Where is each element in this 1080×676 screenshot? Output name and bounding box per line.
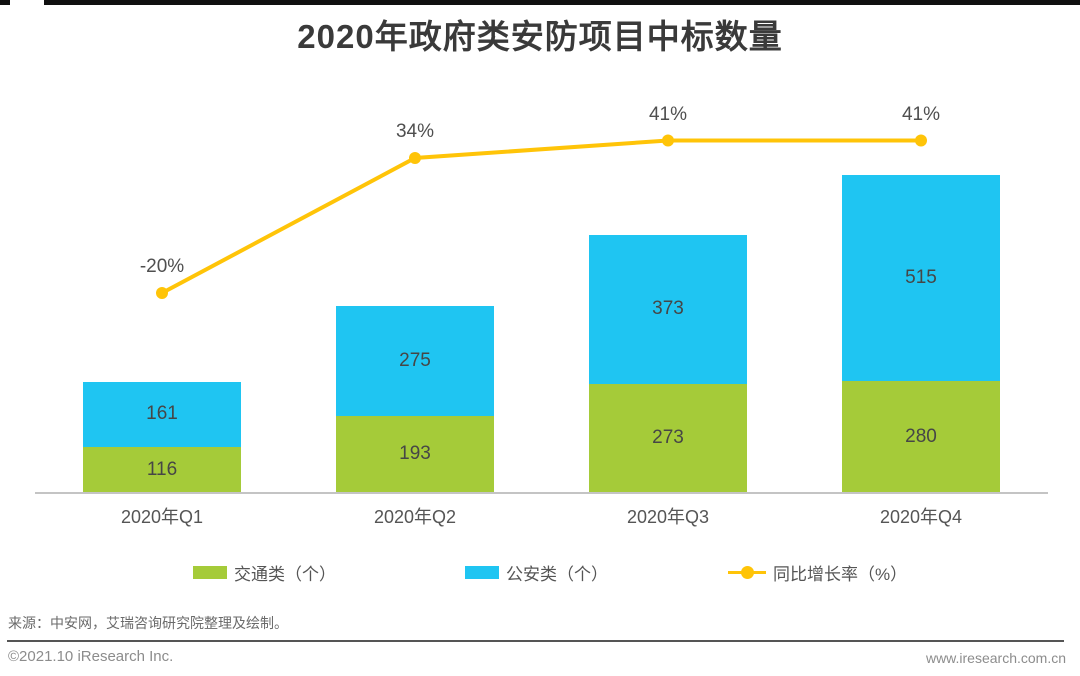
growth-point-label: 34%: [395, 121, 435, 142]
bar-value-security: 161: [146, 403, 178, 425]
bar-segment-security: [842, 175, 1000, 381]
growth-point-label: 41%: [648, 103, 688, 125]
growth-rate-point: [156, 287, 168, 299]
website-url: www.iresearch.com.cn: [925, 650, 1066, 666]
x-axis-label: 2020年Q2: [373, 507, 457, 527]
legend-label: 同比增长率（%）: [773, 564, 908, 584]
bar-value-security: 275: [399, 349, 431, 371]
bar-value-security: 515: [905, 267, 937, 288]
growth-point-label: -20%: [139, 256, 185, 277]
x-axis-label: 2020年Q4: [879, 507, 963, 527]
bar-segment-traffic: [83, 446, 241, 493]
growth-rate-point: [409, 152, 421, 164]
bar-segment-traffic: [589, 383, 747, 493]
legend-swatch: [465, 565, 499, 579]
top-border-gap: [10, 0, 44, 5]
legend-item-traffic: 交通类（个）: [193, 561, 336, 584]
bar-segment-traffic: [336, 415, 494, 493]
legend-item-growth-rate: 同比增长率（%）: [728, 561, 908, 584]
growth-rate-polyline: [161, 138, 921, 295]
bar-segment-traffic: [842, 381, 1000, 493]
legend-label: 公安类（个）: [506, 564, 608, 584]
bar-value-traffic: 116: [146, 458, 178, 480]
bar-segment-security: [336, 305, 494, 416]
growth-rate-point: [915, 134, 927, 147]
footer-divider: [7, 640, 1064, 642]
bar-value-traffic: 193: [399, 443, 431, 465]
bar-segment-security: [589, 234, 747, 384]
bar-value-traffic: 273: [652, 427, 684, 449]
copyright-text: ©2021.10 iResearch Inc.: [8, 648, 174, 665]
legend-line-swatch: [728, 565, 766, 579]
top-border-strip: [0, 0, 1080, 5]
x-axis-line: [35, 492, 1048, 494]
x-axis-label: 2020年Q1: [120, 507, 204, 527]
legend-item-security: 公安类（个）: [465, 561, 608, 584]
legend-line-dot: [740, 565, 754, 579]
source-note: 来源：中安网，艾瑞咨询研究院整理及绘制。: [8, 615, 288, 631]
growth-point-label: 41%: [901, 103, 941, 125]
bar-value-security: 373: [652, 298, 684, 320]
growth-rate-point: [662, 134, 674, 147]
legend-label: 交通类（个）: [234, 564, 336, 584]
x-axis-label: 2020年Q3: [626, 507, 710, 527]
legend-swatch: [193, 565, 227, 579]
chart-title: 2020年政府类安防项目中标数量: [297, 18, 783, 55]
bar-segment-security: [83, 382, 241, 447]
bar-value-traffic: 280: [905, 426, 937, 447]
